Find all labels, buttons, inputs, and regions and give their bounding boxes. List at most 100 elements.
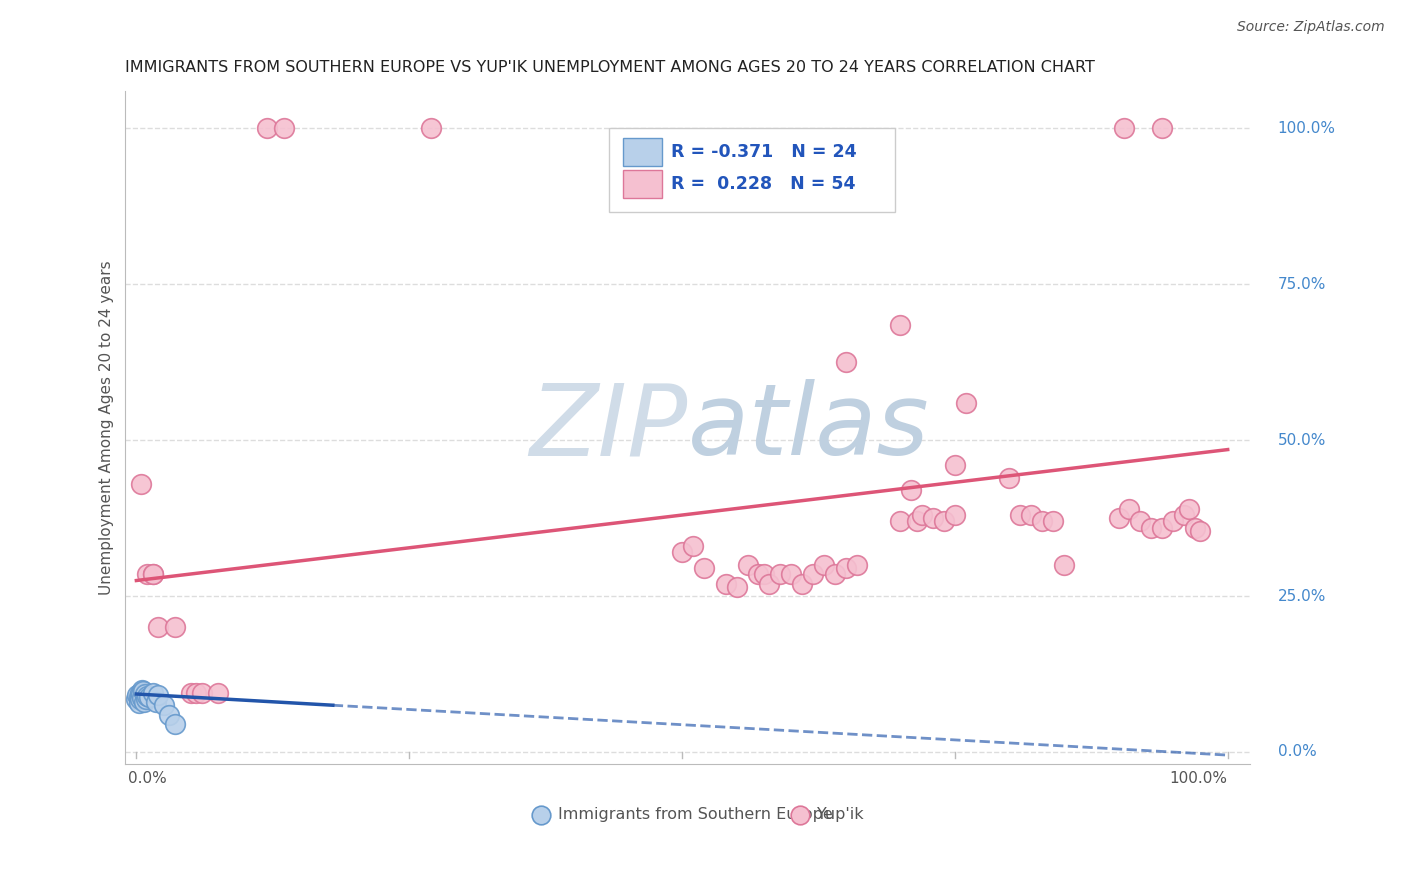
Point <box>1173 508 1195 522</box>
Point <box>142 567 165 582</box>
Point <box>1129 514 1152 528</box>
FancyBboxPatch shape <box>609 128 896 212</box>
Point <box>1108 511 1130 525</box>
Point <box>128 692 150 706</box>
Point <box>889 514 911 528</box>
Point <box>1152 121 1174 136</box>
Point <box>1161 514 1184 528</box>
Point <box>1152 520 1174 534</box>
Point <box>1118 501 1140 516</box>
Point <box>131 690 153 705</box>
Point <box>922 511 945 525</box>
Point <box>134 687 156 701</box>
Point <box>790 576 813 591</box>
Point <box>693 561 716 575</box>
Point <box>998 470 1021 484</box>
Point <box>758 576 780 591</box>
Text: R = -0.371   N = 24: R = -0.371 N = 24 <box>671 144 856 161</box>
Point <box>943 508 966 522</box>
Text: ZIP: ZIP <box>529 379 688 476</box>
Point <box>725 580 748 594</box>
Point <box>932 514 955 528</box>
Point <box>273 121 295 136</box>
Point <box>900 483 922 497</box>
Point <box>127 688 149 702</box>
Point <box>769 567 792 582</box>
Point <box>157 707 180 722</box>
Point <box>148 688 170 702</box>
Text: Yup'ik: Yup'ik <box>817 807 863 822</box>
Point <box>824 567 846 582</box>
Point <box>163 620 186 634</box>
Point <box>889 318 911 332</box>
Point <box>780 791 803 805</box>
Point <box>191 686 214 700</box>
Text: IMMIGRANTS FROM SOUTHERN EUROPE VS YUP'IK UNEMPLOYMENT AMONG AGES 20 TO 24 YEARS: IMMIGRANTS FROM SOUTHERN EUROPE VS YUP'I… <box>125 60 1095 75</box>
Text: 100.0%: 100.0% <box>1170 771 1227 786</box>
Point <box>145 695 167 709</box>
Point <box>129 476 152 491</box>
Point <box>180 686 202 700</box>
Text: 25.0%: 25.0% <box>1278 589 1326 604</box>
Point <box>1178 501 1201 516</box>
Text: Source: ZipAtlas.com: Source: ZipAtlas.com <box>1237 20 1385 34</box>
Point <box>813 558 835 572</box>
Point <box>128 690 150 705</box>
Text: 50.0%: 50.0% <box>1278 433 1326 448</box>
Point <box>136 689 159 703</box>
Point <box>132 695 155 709</box>
Point <box>163 717 186 731</box>
Point <box>801 567 824 582</box>
Point <box>131 682 153 697</box>
Text: R =  0.228   N = 54: R = 0.228 N = 54 <box>671 175 855 193</box>
Point <box>835 561 858 575</box>
Point <box>132 684 155 698</box>
Point <box>1189 524 1212 538</box>
Point <box>747 567 769 582</box>
Point <box>129 689 152 703</box>
Point <box>1010 508 1032 522</box>
Point <box>186 686 208 700</box>
Text: 75.0%: 75.0% <box>1278 277 1326 292</box>
Point <box>911 508 934 522</box>
Point <box>256 121 278 136</box>
Point <box>752 567 775 582</box>
Point <box>420 121 443 136</box>
Point <box>207 686 229 700</box>
Point <box>129 687 152 701</box>
Point <box>682 539 704 553</box>
Point <box>136 567 159 582</box>
Point <box>1031 514 1053 528</box>
Point <box>132 694 155 708</box>
Point <box>780 567 803 582</box>
Text: 0.0%: 0.0% <box>1278 745 1316 759</box>
Point <box>1184 520 1206 534</box>
Point <box>737 558 759 572</box>
Y-axis label: Unemployment Among Ages 20 to 24 years: Unemployment Among Ages 20 to 24 years <box>100 260 114 595</box>
Point <box>845 558 868 572</box>
Point <box>152 698 174 713</box>
Point <box>835 355 858 369</box>
Point <box>125 692 148 706</box>
Point <box>1140 520 1163 534</box>
Point <box>132 686 155 700</box>
Point <box>138 690 160 705</box>
Point <box>128 697 150 711</box>
Text: 0.0%: 0.0% <box>128 771 166 786</box>
Point <box>1053 558 1076 572</box>
Point <box>128 686 150 700</box>
Point <box>142 686 165 700</box>
Point <box>905 514 928 528</box>
Point <box>955 396 977 410</box>
Point <box>714 576 737 591</box>
Text: atlas: atlas <box>688 379 929 476</box>
Point <box>943 458 966 472</box>
Text: 100.0%: 100.0% <box>1278 121 1336 136</box>
Point <box>135 692 157 706</box>
Point <box>148 620 170 634</box>
FancyBboxPatch shape <box>623 169 662 198</box>
Point <box>142 567 165 582</box>
Point <box>529 791 551 805</box>
Point <box>1042 514 1064 528</box>
Point <box>671 545 693 559</box>
